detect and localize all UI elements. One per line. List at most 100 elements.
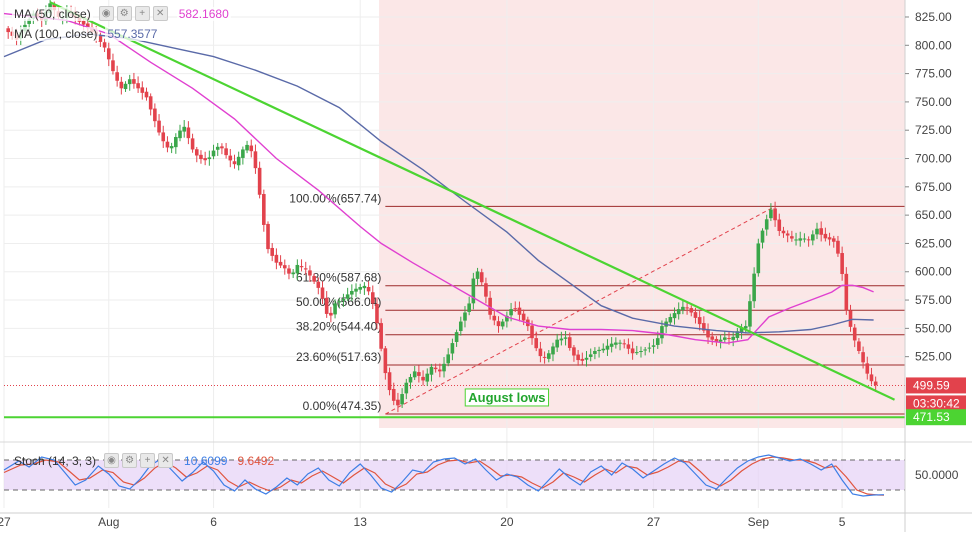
candle-body xyxy=(773,208,777,221)
candle-body xyxy=(861,352,865,363)
candle-body xyxy=(727,338,731,340)
candle-body xyxy=(865,363,870,374)
candle-body xyxy=(852,327,857,341)
candle-body xyxy=(555,339,559,348)
candle-body xyxy=(488,297,492,315)
ma100-line xyxy=(3,33,874,334)
candle-body xyxy=(521,313,526,321)
candle-body xyxy=(337,301,342,303)
candle-body xyxy=(781,230,786,234)
candle-body xyxy=(743,326,748,329)
candle-body xyxy=(132,79,136,84)
candle-body xyxy=(630,348,635,354)
candle-body xyxy=(831,238,836,242)
candle-body xyxy=(446,354,451,364)
candle-body xyxy=(27,19,31,24)
candle-body xyxy=(404,382,409,394)
candle-body xyxy=(471,278,476,304)
candle-body xyxy=(178,130,182,139)
current-price-tag: 499.59 xyxy=(913,378,950,392)
candle-body xyxy=(81,20,86,25)
price-tick-label: 625.00 xyxy=(915,236,952,250)
candle-body xyxy=(211,150,216,157)
candle-body xyxy=(580,358,585,361)
candle-body xyxy=(299,266,304,268)
candle-body xyxy=(836,240,840,254)
candle-body xyxy=(354,288,358,292)
eye-icon[interactable]: ◉ xyxy=(104,453,120,468)
candle-body xyxy=(333,303,337,315)
candle-body xyxy=(542,356,547,358)
close-icon[interactable]: ✕ xyxy=(152,6,168,21)
candle-body xyxy=(735,331,740,338)
price-tick-label: 800.00 xyxy=(915,38,952,52)
candle-body xyxy=(593,351,597,354)
candle-body xyxy=(643,349,647,351)
candle-body xyxy=(115,72,119,81)
candle-body xyxy=(350,290,354,295)
candle-body xyxy=(161,132,166,142)
candle-body xyxy=(806,239,811,241)
price-tick-label: 600.00 xyxy=(915,265,952,279)
candle-body xyxy=(199,154,203,160)
candle-body xyxy=(6,28,10,33)
ma100-label: MA (100, close) xyxy=(12,27,100,41)
candle-body xyxy=(136,83,140,89)
candle-body xyxy=(513,308,518,310)
candle-body xyxy=(626,344,631,349)
candle-body xyxy=(509,309,513,316)
candle-body xyxy=(127,79,132,85)
candle-body xyxy=(412,371,417,378)
time-tick-label: 13 xyxy=(354,515,368,529)
price-tick-label: 650.00 xyxy=(915,208,952,222)
candle-body xyxy=(605,345,610,350)
candle-body xyxy=(869,374,874,382)
candle-body xyxy=(215,146,220,150)
close-icon[interactable]: ✕ xyxy=(158,453,174,468)
candle-body xyxy=(282,265,287,269)
time-tick-label: 27 xyxy=(0,515,11,529)
candle-body xyxy=(702,323,706,331)
candle-body xyxy=(873,381,878,386)
candle-body xyxy=(458,321,463,332)
time-tick-label: Aug xyxy=(98,515,119,529)
candle-body xyxy=(790,236,794,239)
candle-body xyxy=(811,234,815,241)
countdown-tag-bg xyxy=(906,395,966,412)
candle-body xyxy=(140,87,145,93)
candle-body xyxy=(400,394,404,405)
add-icon[interactable]: + xyxy=(140,453,156,468)
fib-level-label: 38.20%(544.40) xyxy=(296,320,381,334)
time-tick-label: Sep xyxy=(748,515,770,529)
candle-body xyxy=(232,161,237,165)
settings-icon[interactable]: ⚙ xyxy=(122,453,138,468)
candle-body xyxy=(618,342,622,344)
candle-body xyxy=(257,167,262,195)
candle-body xyxy=(417,372,421,376)
trendlines: August lows xyxy=(49,1,895,407)
candle-body xyxy=(609,343,614,347)
candle-body xyxy=(207,157,212,160)
candle-body xyxy=(463,312,467,321)
settings-icon[interactable]: ⚙ xyxy=(116,6,132,21)
candle-body xyxy=(148,96,153,110)
candle-body xyxy=(685,307,689,309)
add-icon[interactable]: + xyxy=(134,6,150,21)
candle-body xyxy=(551,346,555,355)
fib-level-label: 100.00%(657.74) xyxy=(289,191,381,205)
candle-body xyxy=(454,332,459,342)
eye-icon[interactable]: ◉ xyxy=(98,6,114,21)
candle-body xyxy=(421,376,425,381)
candle-body xyxy=(655,338,660,345)
candle-body xyxy=(102,42,107,48)
legend-ma50: MA (50, close) ◉ ⚙ + ✕ 582.1680 xyxy=(12,6,231,21)
candle-body xyxy=(153,108,157,122)
candle-body xyxy=(194,149,199,156)
candle-body xyxy=(119,81,124,89)
stoch-d-value: 9.6492 xyxy=(237,453,275,468)
candle-body xyxy=(408,377,413,383)
candle-body xyxy=(756,243,761,274)
